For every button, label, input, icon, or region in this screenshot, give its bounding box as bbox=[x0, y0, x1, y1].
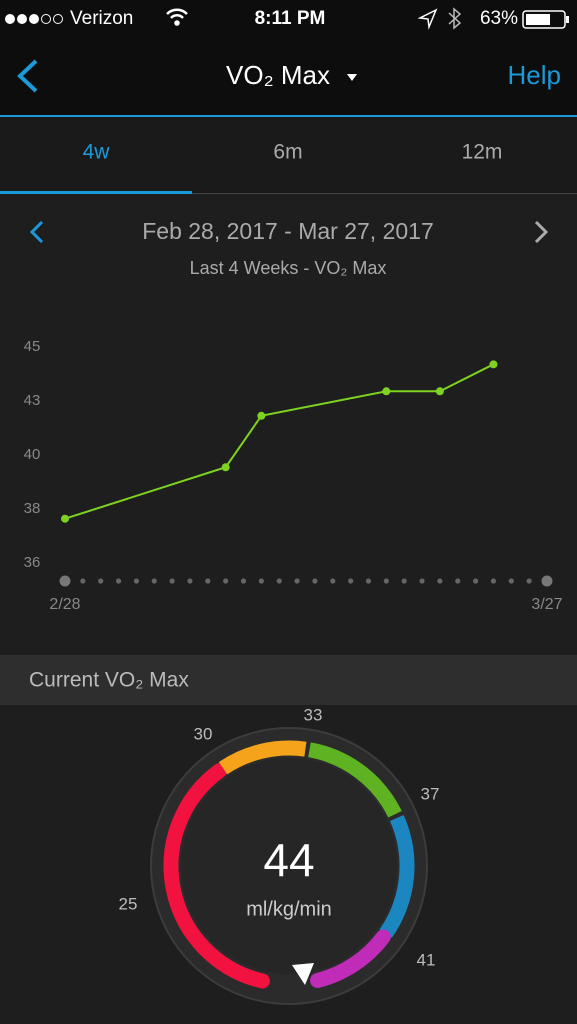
day-dot bbox=[455, 578, 461, 584]
data-point bbox=[221, 463, 230, 472]
x-tick-label: 3/27 bbox=[531, 596, 562, 613]
gauge-segment bbox=[218, 740, 307, 775]
x-tick bbox=[541, 575, 553, 587]
back-button[interactable] bbox=[17, 59, 38, 93]
day-dot bbox=[205, 578, 211, 584]
tab-indicator bbox=[0, 191, 192, 194]
battery-tip bbox=[566, 16, 569, 23]
day-dot bbox=[419, 578, 425, 584]
day-dot bbox=[223, 578, 229, 584]
data-point bbox=[257, 411, 266, 420]
x-tick bbox=[59, 575, 71, 587]
day-dot bbox=[294, 578, 300, 584]
day-dot bbox=[276, 578, 282, 584]
day-dot bbox=[401, 578, 407, 584]
y-tick-label: 45 bbox=[24, 338, 41, 355]
tab[interactable]: 4w bbox=[83, 141, 111, 164]
day-dot bbox=[187, 578, 193, 584]
day-dot bbox=[312, 578, 318, 584]
x-tick-label: 2/28 bbox=[49, 596, 80, 613]
gauge-tick-label: 33 bbox=[304, 705, 323, 724]
day-dot bbox=[133, 578, 140, 584]
day-dot bbox=[508, 578, 514, 584]
day-dot bbox=[472, 578, 479, 584]
gauge-tick-label: 25 bbox=[119, 894, 138, 913]
gauge-face bbox=[181, 758, 397, 974]
gauge-segment bbox=[308, 742, 402, 818]
day-dot bbox=[151, 578, 157, 584]
data-point bbox=[489, 360, 498, 369]
tab-divider bbox=[0, 193, 577, 194]
data-point bbox=[435, 387, 444, 396]
day-dot bbox=[169, 578, 175, 584]
y-tick-label: 43 bbox=[24, 392, 41, 409]
page-title[interactable]: VO₂ Max bbox=[226, 60, 330, 90]
day-dot bbox=[348, 578, 354, 584]
next-button[interactable] bbox=[534, 220, 549, 244]
dropdown-arrow[interactable] bbox=[347, 74, 357, 81]
gauge-segment bbox=[310, 929, 391, 988]
day-dot bbox=[437, 578, 443, 584]
gauge-tick-label: 30 bbox=[194, 724, 213, 743]
day-dot bbox=[383, 578, 389, 584]
battery-level: 63% bbox=[480, 8, 518, 29]
data-point bbox=[61, 514, 69, 523]
chart-subtitle: Last 4 Weeks - VO₂ Max bbox=[190, 258, 387, 278]
section-header bbox=[0, 655, 577, 705]
signal bbox=[5, 14, 63, 24]
y-tick-label: 40 bbox=[24, 446, 41, 463]
gauge-tick-label: 37 bbox=[421, 784, 440, 803]
top-bar bbox=[0, 0, 577, 116]
unit-label: ml/kg/min bbox=[246, 898, 332, 920]
y-tick-label: 38 bbox=[24, 500, 41, 517]
day-dot bbox=[330, 578, 336, 584]
carrier: Verizon bbox=[70, 8, 133, 29]
wifi-icon bbox=[166, 8, 188, 26]
day-dot bbox=[490, 578, 497, 584]
section-title: Current VO₂ Max bbox=[29, 669, 189, 692]
day-dot bbox=[115, 578, 122, 584]
help-link[interactable]: Help bbox=[508, 60, 561, 90]
line-chart: 36 38 40 43 45 2/28 3/27 bbox=[24, 338, 563, 613]
gauge: 25 30 33 37 41 bbox=[119, 705, 440, 989]
day-dot bbox=[258, 578, 264, 584]
time: 8:11 PM bbox=[255, 8, 326, 29]
gauge-segment bbox=[379, 814, 415, 938]
day-dot bbox=[526, 578, 532, 584]
day-dot bbox=[240, 578, 247, 584]
data-point bbox=[382, 387, 391, 396]
tab[interactable]: 12m bbox=[462, 141, 503, 164]
previous-button[interactable] bbox=[29, 220, 44, 244]
gauge-segment bbox=[163, 763, 270, 989]
day-dot bbox=[98, 578, 104, 584]
day-dot bbox=[365, 578, 372, 584]
battery-fill bbox=[526, 14, 550, 25]
battery-icon bbox=[522, 10, 566, 29]
tab-bar bbox=[0, 117, 577, 194]
date-range: Feb 28, 2017 - Mar 27, 2017 bbox=[142, 218, 434, 244]
gauge-pointer bbox=[292, 963, 314, 985]
bluetooth-icon bbox=[448, 7, 462, 30]
gauge-tick-label: 41 bbox=[417, 950, 436, 969]
tab[interactable]: 6m bbox=[273, 141, 302, 164]
header-divider bbox=[0, 115, 577, 117]
y-tick-label: 36 bbox=[24, 554, 41, 571]
data-line bbox=[64, 363, 494, 520]
location-icon bbox=[417, 8, 438, 30]
current-value: 44 bbox=[263, 834, 314, 886]
day-dot bbox=[80, 578, 86, 584]
